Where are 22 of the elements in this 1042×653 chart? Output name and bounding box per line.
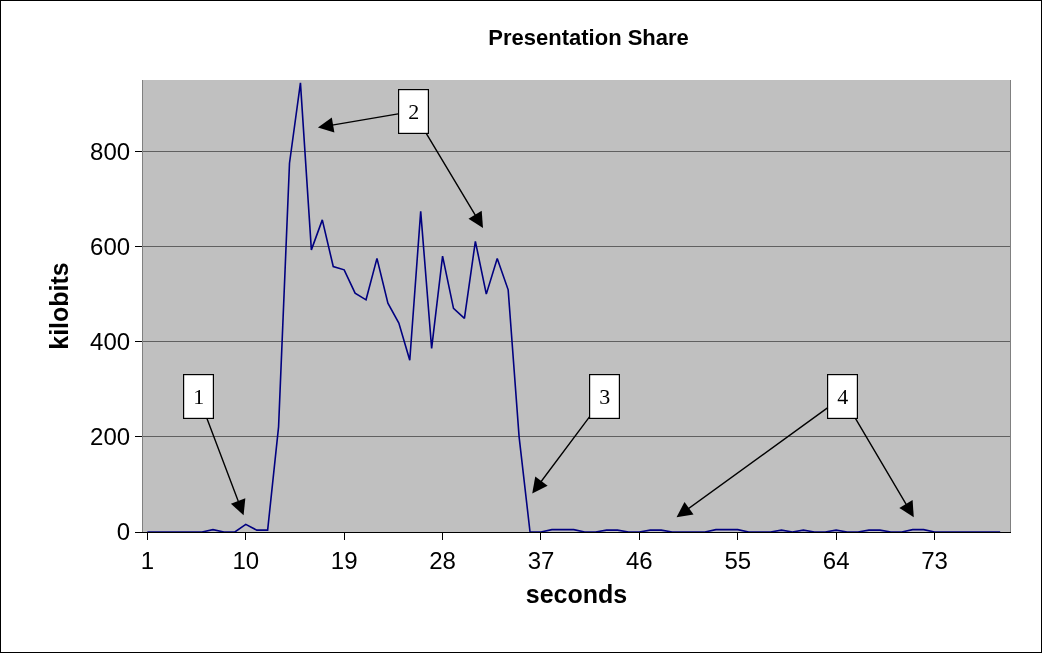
x-tick-label: 1: [140, 546, 155, 574]
y-tick-label: 200: [90, 423, 131, 451]
annotation: 1: [193, 384, 205, 410]
x-tick-label: 19: [330, 546, 358, 574]
y-axis-title: kilobits: [44, 262, 73, 350]
y-tick-label: 0: [116, 518, 131, 546]
chart-title: Presentation Share: [488, 24, 689, 50]
x-tick-label: 37: [527, 546, 555, 574]
y-tick-label: 600: [90, 232, 131, 260]
annotation: 3: [599, 384, 611, 410]
x-tick-label: 28: [429, 546, 456, 574]
y-tick-label: 400: [90, 328, 131, 356]
annotation: 4: [837, 384, 849, 410]
x-tick-label: 55: [724, 546, 752, 574]
y-tick-label: 800: [90, 137, 131, 165]
x-tick-label: 64: [822, 546, 850, 574]
annotation: 2: [408, 99, 420, 125]
line-series: [146, 82, 1001, 532]
x-tick-label: 10: [232, 546, 260, 574]
x-axis-title: seconds: [525, 579, 628, 608]
x-tick-label: 46: [626, 546, 653, 574]
x-tick-label: 73: [921, 546, 948, 574]
